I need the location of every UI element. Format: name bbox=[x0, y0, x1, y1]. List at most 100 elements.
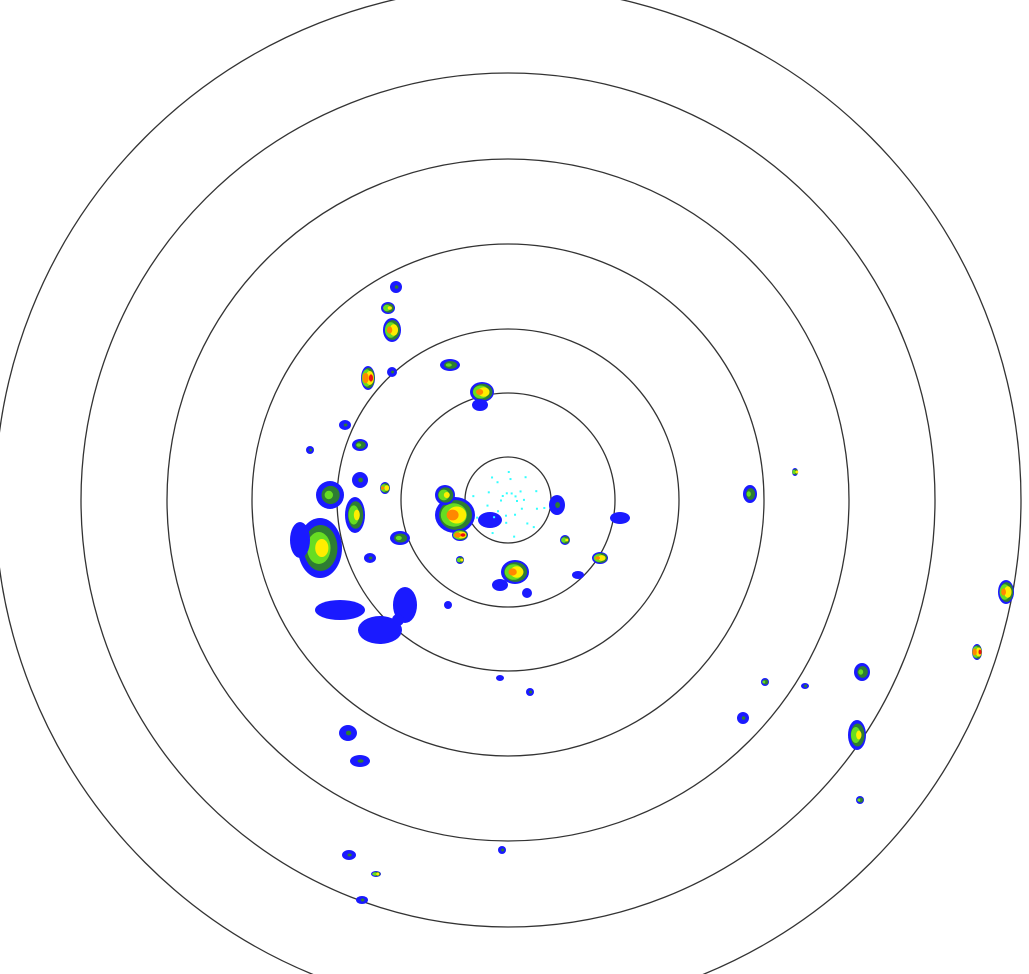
echo-cell bbox=[501, 560, 529, 584]
clutter-speck bbox=[524, 476, 527, 479]
echo-cell bbox=[792, 468, 799, 476]
echo-cell bbox=[848, 720, 866, 750]
echo-layer bbox=[857, 798, 861, 802]
clutter-speck bbox=[491, 532, 494, 535]
clutter-speck bbox=[543, 506, 546, 509]
echo-layer bbox=[795, 470, 799, 474]
echo-layer bbox=[1001, 588, 1006, 596]
echo-cell bbox=[315, 600, 365, 620]
echo-cell bbox=[478, 512, 502, 528]
echo-layer bbox=[309, 448, 313, 452]
echo-cell bbox=[470, 382, 494, 402]
echo-cell bbox=[345, 497, 365, 533]
echo-layer bbox=[496, 675, 504, 681]
echo-cell bbox=[339, 725, 357, 741]
clutter-speck bbox=[504, 514, 507, 517]
echo-layer bbox=[492, 579, 508, 591]
echo-layer bbox=[368, 556, 373, 560]
echo-layer bbox=[376, 872, 380, 876]
echo-cell bbox=[356, 896, 368, 904]
clutter-speck bbox=[535, 490, 538, 493]
echo-layer bbox=[978, 649, 982, 655]
echo-layer bbox=[360, 898, 365, 902]
echo-layer bbox=[472, 399, 488, 411]
echo-layer bbox=[343, 423, 348, 427]
echo-cell bbox=[387, 367, 397, 377]
echo-cell bbox=[526, 688, 534, 696]
echo-cell bbox=[358, 616, 402, 644]
echo-layer bbox=[315, 539, 329, 557]
echo-cell bbox=[392, 614, 404, 626]
clutter-speck bbox=[510, 492, 513, 495]
echo-cell bbox=[761, 678, 769, 686]
echo-layer bbox=[290, 522, 310, 558]
clutter-speck bbox=[520, 507, 523, 510]
clutter-speck bbox=[501, 494, 504, 497]
echo-layer bbox=[741, 716, 746, 720]
clutter-speck bbox=[476, 516, 479, 519]
echo-layer bbox=[391, 370, 395, 374]
echo-cell bbox=[592, 552, 608, 564]
echo-layer bbox=[357, 759, 364, 763]
echo-layer bbox=[478, 512, 502, 528]
echo-layer bbox=[858, 669, 864, 675]
echo-layer bbox=[392, 614, 404, 626]
echo-layer bbox=[460, 533, 466, 537]
clutter-speck bbox=[497, 510, 500, 513]
clutter-speck bbox=[472, 495, 475, 498]
clutter-speck bbox=[522, 498, 525, 501]
echo-layer bbox=[395, 535, 402, 541]
echo-cell bbox=[390, 531, 410, 545]
clutter-speck bbox=[496, 481, 499, 484]
echo-cell bbox=[496, 675, 504, 681]
echo-cell bbox=[393, 587, 417, 623]
echo-cell bbox=[435, 497, 475, 533]
echo-layer bbox=[561, 537, 567, 543]
echo-cell bbox=[456, 556, 464, 564]
range-ring-6 bbox=[80, 72, 936, 928]
range-ring-5 bbox=[166, 158, 850, 842]
echo-layer bbox=[598, 555, 606, 561]
echo-layer bbox=[445, 363, 452, 367]
echo-cell bbox=[380, 482, 390, 494]
echo-layer bbox=[358, 477, 363, 483]
echo-layer bbox=[572, 571, 584, 579]
echo-cell bbox=[610, 512, 630, 524]
echo-layer bbox=[555, 502, 560, 508]
echo-cell bbox=[350, 755, 370, 767]
echo-layer bbox=[394, 285, 399, 289]
echo-cell bbox=[737, 712, 749, 724]
echo-layer bbox=[384, 485, 390, 491]
echo-layer bbox=[460, 558, 464, 562]
echo-layer bbox=[315, 600, 365, 620]
clutter-speck bbox=[500, 499, 503, 502]
echo-layer bbox=[389, 324, 399, 336]
echo-cell bbox=[444, 601, 452, 609]
echo-layer bbox=[443, 492, 450, 498]
clutter-speck bbox=[507, 471, 510, 474]
clutter-speck bbox=[532, 526, 535, 529]
echo-cell bbox=[352, 472, 368, 488]
echo-cell bbox=[339, 420, 351, 430]
echo-cell bbox=[492, 579, 508, 591]
echo-cell bbox=[560, 535, 570, 545]
echo-layer bbox=[501, 848, 505, 852]
echo-layer bbox=[529, 690, 533, 694]
echo-layer bbox=[386, 326, 393, 334]
echo-layer bbox=[762, 680, 766, 684]
echo-layer bbox=[347, 853, 352, 857]
echo-cell bbox=[572, 571, 584, 579]
echo-cell bbox=[549, 495, 565, 515]
echo-layer bbox=[446, 509, 459, 521]
echo-layer bbox=[345, 730, 352, 736]
clutter-speck bbox=[526, 522, 529, 525]
echo-cell bbox=[440, 359, 460, 371]
echo-layer bbox=[356, 443, 362, 447]
echo-cell bbox=[435, 485, 455, 505]
range-ring-2 bbox=[400, 392, 616, 608]
echo-layer bbox=[353, 509, 360, 521]
echo-cell bbox=[856, 796, 864, 804]
echo-layer bbox=[387, 306, 392, 310]
